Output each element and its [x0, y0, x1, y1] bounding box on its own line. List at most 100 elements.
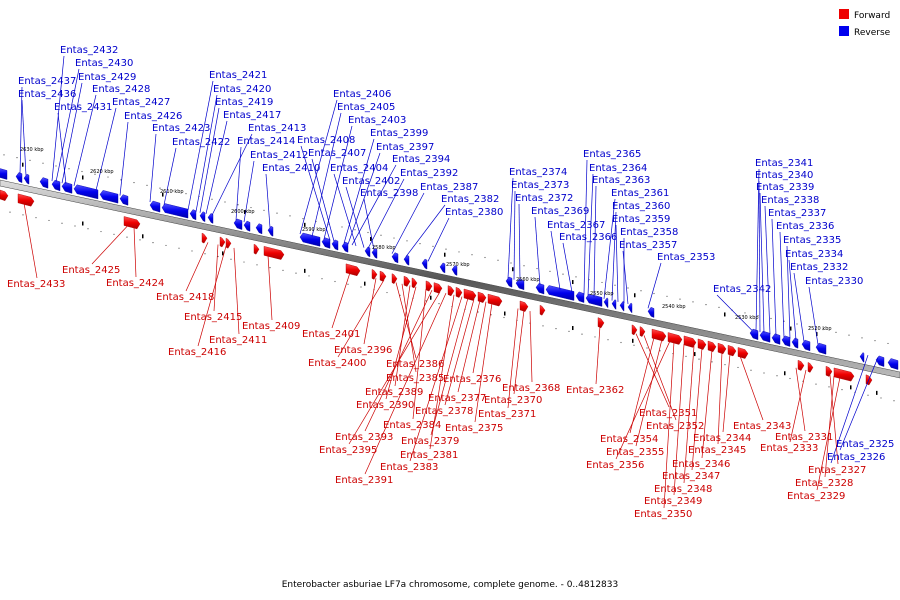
label-leader [587, 173, 594, 296]
forward-gene-label: Entas_2379 [401, 436, 459, 447]
forward-gene-block [807, 362, 814, 373]
reverse-gene-label: Entas_2431 [54, 102, 112, 113]
label-leader [691, 347, 703, 471]
reverse-gene-label: Entas_2406 [333, 89, 391, 100]
reverse-gene-block [611, 299, 617, 310]
legend-forward-swatch [839, 9, 849, 19]
label-leader [311, 112, 342, 237]
forward-gene-block [487, 293, 503, 307]
label-leader [299, 99, 338, 235]
tick-mark [304, 268, 306, 273]
forward-gene-block [477, 291, 487, 303]
forward-gene-label: Entas_2329 [787, 491, 845, 502]
tick-label: 2550 kbp [590, 291, 614, 297]
forward-gene-label: Entas_2356 [586, 460, 644, 471]
label-leader [755, 168, 760, 332]
label-leader [427, 217, 450, 262]
tick-mark [304, 222, 306, 227]
label-leader [185, 242, 209, 292]
label-leader [518, 203, 521, 281]
forward-gene-block [379, 270, 387, 282]
forward-gene-label: Entas_2371 [478, 409, 536, 420]
tick-mark [430, 295, 432, 300]
forward-gene-block [597, 317, 605, 329]
reverse-gene-label: Entas_2340 [755, 170, 813, 181]
label-leader [61, 82, 83, 184]
map-caption: Enterobacter asburiae LF7a chromosome, c… [282, 580, 618, 590]
forward-gene-label: Entas_2381 [400, 450, 458, 461]
forward-gene-label: Entas_2375 [445, 423, 503, 434]
label-leader [722, 353, 731, 433]
forward-gene-label: Entas_2349 [644, 496, 702, 507]
forward-gene-label: Entas_2389 [365, 387, 423, 398]
forward-gene-label: Entas_2418 [156, 292, 214, 303]
label-leader [267, 255, 273, 321]
legend-reverse-swatch [839, 26, 849, 36]
forward-gene-label: Entas_2384 [383, 420, 441, 431]
reverse-gene-label: Entas_2421 [209, 70, 267, 81]
label-leader [395, 282, 417, 359]
label-leader [55, 68, 80, 183]
reverse-gene-label: Entas_2335 [783, 235, 841, 246]
forward-gene-block [225, 237, 232, 249]
reverse-gene-label: Entas_2336 [776, 221, 834, 232]
label-leader [764, 205, 771, 335]
tick-mark [370, 236, 372, 241]
tick-label: 2520 kbp [808, 326, 832, 332]
label-leader [311, 158, 335, 242]
reverse-gene-block [189, 209, 197, 221]
tick-mark [142, 234, 144, 239]
reverse-gene-label: Entas_2394 [392, 154, 450, 165]
reverse-gene-block [749, 328, 759, 340]
label-leader [73, 94, 97, 186]
label-leader [793, 272, 805, 342]
forward-gene-label: Entas_2346 [672, 459, 730, 470]
label-leader [829, 375, 839, 465]
reverse-gene-label: Entas_2410 [262, 163, 320, 174]
reverse-gene-label: Entas_2419 [215, 97, 273, 108]
reverse-gene-block [207, 213, 214, 224]
reverse-gene-block [887, 358, 899, 370]
forward-gene-label: Entas_2411 [209, 335, 267, 346]
reverse-gene-label: Entas_2430 [75, 58, 133, 69]
label-leader [771, 218, 777, 336]
forward-gene-label: Entas_2352 [646, 421, 704, 432]
reverse-gene-block [119, 194, 129, 206]
label-leader [701, 349, 713, 459]
reverse-gene-block [243, 220, 251, 232]
label-leaders [19, 55, 879, 509]
forward-gene-label: Entas_2343 [733, 421, 791, 432]
label-leader [673, 343, 685, 496]
label-leader [401, 283, 417, 373]
reverse-gene-block [199, 211, 206, 223]
forward-gene-block [539, 304, 546, 316]
label-leader [513, 190, 516, 280]
reverse-gene-label: Entas_2366 [559, 232, 617, 243]
reverse-gene-block [603, 297, 609, 309]
reverse-gene-block [299, 232, 321, 247]
reverse-gene-block [364, 246, 371, 258]
forward-gene-block [263, 246, 285, 260]
label-leader [529, 311, 533, 383]
reverse-gene-block [233, 218, 243, 230]
reverse-gene-block [815, 342, 827, 355]
reverse-gene-label: Entas_2402 [342, 176, 400, 187]
label-leader [149, 133, 157, 203]
reverse-gene-block [61, 181, 73, 194]
reverse-gene-label: Entas_2361 [611, 188, 669, 199]
forward-gene-label: Entas_2391 [335, 475, 393, 486]
reverse-gene-block [647, 306, 655, 318]
reverse-gene-block [331, 239, 339, 251]
tick-mark [504, 311, 506, 316]
forward-gene-block [403, 275, 411, 287]
reverse-gene-label: Entas_2420 [213, 84, 271, 95]
label-leader [474, 302, 493, 423]
reverse-gene-block [255, 223, 263, 235]
forward-gene-block [707, 340, 717, 352]
reverse-gene-block [759, 330, 771, 343]
label-leader [187, 80, 214, 211]
label-leader [759, 192, 765, 333]
tick-label: 2590 kbp [302, 227, 326, 233]
label-leader [300, 145, 331, 241]
